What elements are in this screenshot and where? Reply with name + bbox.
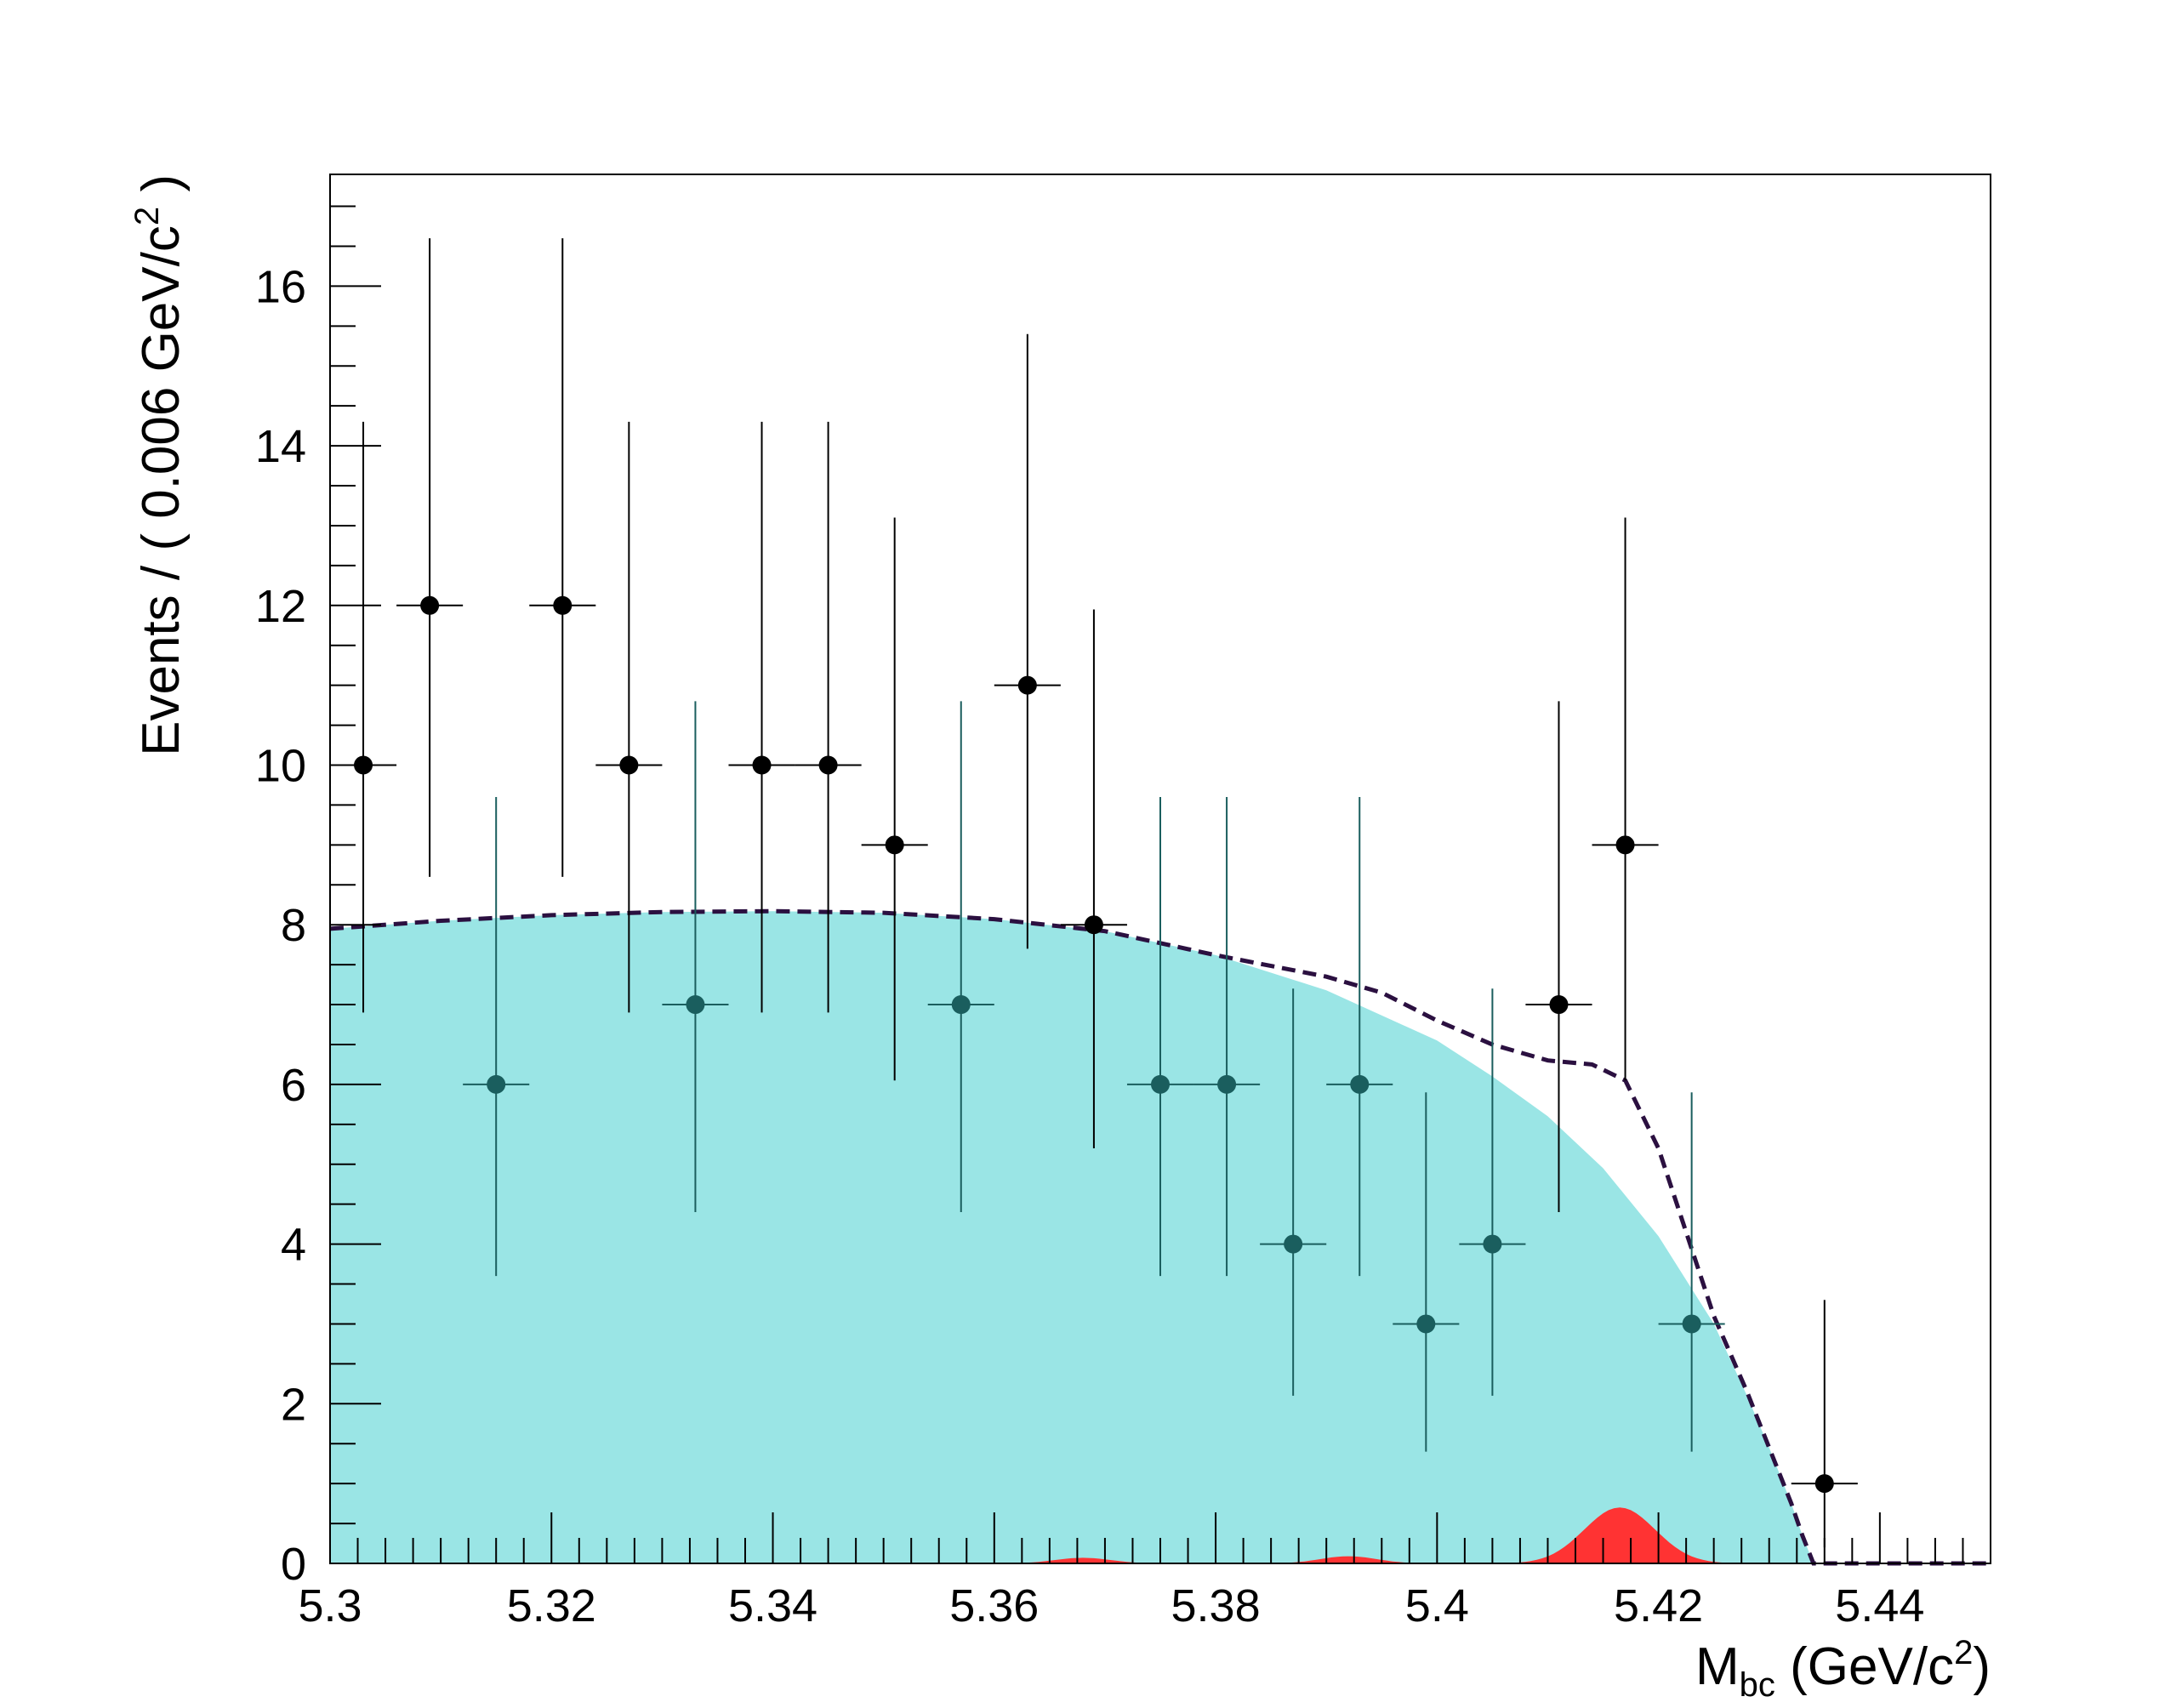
y-tick-label: 4 bbox=[281, 1220, 306, 1271]
marker bbox=[1615, 835, 1635, 855]
marker bbox=[1483, 1234, 1502, 1254]
x-tick-label: 5.34 bbox=[728, 1580, 817, 1631]
x-axis-title-sub: bc bbox=[1740, 1666, 1775, 1704]
data-point bbox=[1060, 609, 1127, 1148]
y-tick-label: 6 bbox=[281, 1060, 306, 1111]
y-tick-label: 12 bbox=[255, 581, 306, 632]
data-point bbox=[1326, 797, 1393, 1277]
marker bbox=[686, 995, 705, 1015]
data-point bbox=[529, 238, 596, 877]
x-tick-label: 5.44 bbox=[1835, 1580, 1924, 1631]
data-point bbox=[463, 797, 530, 1277]
data-point bbox=[1260, 988, 1327, 1396]
marker bbox=[553, 595, 572, 615]
data-point bbox=[1525, 701, 1592, 1213]
marker bbox=[1682, 1314, 1701, 1334]
marker bbox=[1217, 1074, 1237, 1094]
axis-labels: 0 2 4 6 8 10 12 14 16 5.3 5.32 5.34 5.36 5.38 5.4 5.42 5… bbox=[255, 261, 1924, 1631]
data-point bbox=[1658, 1092, 1725, 1452]
data-point bbox=[728, 421, 795, 1013]
y-axis-title-sup: 2 bbox=[128, 207, 166, 225]
x-axis-title-unit: (GeV/c bbox=[1775, 1637, 1954, 1696]
data-point bbox=[1592, 517, 1659, 1081]
marker bbox=[487, 1074, 506, 1094]
x-axis-title-sup: 2 bbox=[1954, 1634, 1973, 1671]
y-tick-label: 10 bbox=[255, 740, 306, 791]
data-point bbox=[662, 701, 729, 1213]
data-point bbox=[994, 333, 1061, 949]
data-point bbox=[1393, 1092, 1460, 1452]
data-point bbox=[861, 517, 928, 1081]
y-tick-label: 0 bbox=[281, 1539, 306, 1590]
x-tick-label: 5.42 bbox=[1614, 1580, 1703, 1631]
axis-ticks bbox=[329, 205, 1991, 1564]
marker bbox=[1350, 1074, 1370, 1094]
data-point bbox=[595, 421, 663, 1013]
y-tick-label: 2 bbox=[281, 1379, 306, 1430]
y-axis-title-main: Events / ( 0.006 GeV/c bbox=[132, 225, 191, 756]
curve-layer bbox=[329, 908, 1991, 1566]
data-point bbox=[927, 701, 994, 1213]
data-point bbox=[1791, 1300, 1858, 1548]
x-tick-label: 5.4 bbox=[1405, 1580, 1469, 1631]
y-axis-title-close: ) bbox=[132, 174, 191, 207]
data-points bbox=[330, 238, 1858, 1548]
x-axis-title-close: ) bbox=[1973, 1637, 1991, 1696]
y-tick-label: 8 bbox=[281, 900, 306, 951]
total-fit-curve bbox=[329, 908, 1991, 1566]
data-point bbox=[1459, 988, 1526, 1396]
x-axis-title-main: M bbox=[1695, 1637, 1740, 1696]
y-tick-label: 16 bbox=[255, 261, 306, 312]
x-tick-label: 5.3 bbox=[298, 1580, 362, 1631]
data-point bbox=[1193, 797, 1261, 1277]
background-area bbox=[330, 911, 1814, 1563]
marker bbox=[1284, 1234, 1303, 1254]
marker bbox=[1416, 1314, 1436, 1334]
marker bbox=[818, 755, 838, 775]
marker bbox=[1017, 675, 1037, 695]
marker bbox=[885, 835, 904, 855]
marker bbox=[619, 755, 639, 775]
x-tick-label: 5.36 bbox=[949, 1580, 1039, 1631]
y-axis-title: Events / ( 0.006 GeV/c2 ) bbox=[128, 174, 191, 756]
marker bbox=[1549, 995, 1569, 1015]
marker bbox=[1814, 1474, 1834, 1494]
data-point bbox=[795, 421, 862, 1013]
marker bbox=[1084, 915, 1103, 935]
marker bbox=[752, 755, 772, 775]
data-point bbox=[396, 238, 464, 877]
marker bbox=[420, 595, 440, 615]
marker bbox=[951, 995, 971, 1015]
x-tick-label: 5.32 bbox=[507, 1580, 596, 1631]
x-axis-title: Mbc (GeV/c2) bbox=[1695, 1634, 1991, 1704]
x-tick-label: 5.38 bbox=[1171, 1580, 1261, 1631]
y-tick-label: 14 bbox=[255, 421, 306, 472]
data-point bbox=[1126, 797, 1194, 1277]
marker bbox=[1151, 1074, 1170, 1094]
